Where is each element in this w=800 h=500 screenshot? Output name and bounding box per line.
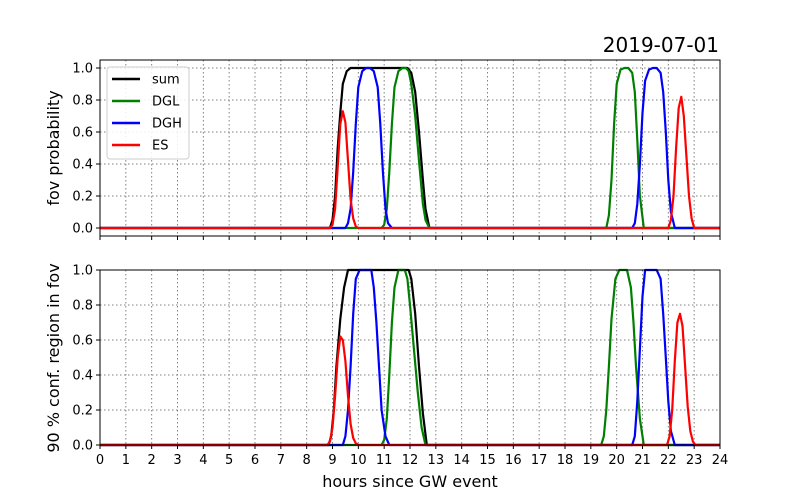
top-series-es — [100, 95, 720, 230]
bottom-x-tick-label: 2 — [148, 453, 156, 468]
bottom-x-tick-label: 5 — [225, 453, 233, 468]
bottom-x-tick-label: 22 — [660, 453, 677, 468]
bottom-x-tick-label: 1 — [122, 453, 130, 468]
top-y-ticks: 0.0 0.2 0.4 0.6 0.8 1.0 — [72, 62, 100, 237]
bottom-x-tick-label: 18 — [557, 453, 574, 468]
bottom-x-tick-label: 11 — [376, 453, 393, 468]
bottom-y-tick-label: 0.0 — [72, 439, 93, 454]
bottom-x-tick-label: 3 — [173, 453, 181, 468]
legend-label-dgl: DGL — [152, 95, 180, 110]
bottom-x-tick-label: 7 — [277, 453, 285, 468]
bottom-x-tick-label: 10 — [350, 453, 367, 468]
bottom-x-tick-label: 6 — [251, 453, 259, 468]
bottom-x-tick-label: 12 — [402, 453, 419, 468]
bottom-x-tick-label: 4 — [199, 453, 207, 468]
top-y-tick-label: 0.4 — [72, 158, 93, 173]
bottom-y-tick-label: 0.4 — [72, 369, 93, 384]
legend-label-sum: sum — [152, 73, 180, 88]
bottom-x-tick-label: 15 — [479, 453, 496, 468]
legend: sum DGL DGH ES — [106, 66, 190, 160]
bottom-x-tick-label: 8 — [303, 453, 311, 468]
top-series-lines — [100, 66, 720, 230]
confidence-region-panel: 0.00.20.40.60.81.0 0 1 2 3 4 5 6 7 8 9 10 11 12 13 14 1… — [44, 263, 728, 468]
bottom-y-ticks: 0.0 0.2 0.4 0.6 0.8 1.0 — [72, 264, 100, 454]
legend-label-es: ES — [152, 139, 168, 154]
bottom-x-tick-label: 17 — [531, 453, 548, 468]
legend-label-dgh: DGH — [152, 117, 182, 132]
bottom-x-tick-label: 0 — [96, 453, 104, 468]
bottom-x-tick-label: 23 — [686, 453, 703, 468]
bottom-x-tick-label: 19 — [583, 453, 600, 468]
bottom-x-tick-label: 16 — [505, 453, 522, 468]
x-axis-label: hours since GW event — [322, 472, 498, 491]
bottom-x-tick-label: 13 — [428, 453, 445, 468]
fov-probability-panel: 0.0 0.2 0.4 0.6 0.8 1.0 fov probability sum DG… — [44, 59, 721, 240]
bottom-y-axis-label: 90 % conf. region in fov — [44, 263, 63, 452]
top-y-tick-label: 0.8 — [72, 94, 93, 109]
bottom-x-ticks: 0 1 2 3 4 5 6 7 8 9 10 11 12 13 14 15 16 17 18 19 20 21 22 23 24 — [96, 445, 728, 468]
top-y-tick-label: 1.0 — [72, 62, 93, 77]
top-y-tick-label: 0.6 — [72, 126, 93, 141]
bottom-y-tick-label: 0.2 — [72, 404, 93, 419]
bottom-y-tick-label: 0.8 — [72, 299, 93, 314]
top-grid — [99, 60, 721, 236]
bottom-x-tick-label: 20 — [608, 453, 625, 468]
top-y-tick-label: 0.2 — [72, 190, 93, 205]
bottom-x-tick-label: 24 — [712, 453, 729, 468]
top-y-tick-label: 0.0 — [72, 222, 93, 237]
bottom-y-tick-label: 1.0 — [72, 264, 93, 279]
bottom-x-tick-label: 21 — [634, 453, 651, 468]
top-series-dgl — [100, 66, 720, 230]
bottom-x-tick-label: 14 — [453, 453, 470, 468]
date-title: 2019-07-01 — [603, 33, 719, 57]
legend-box — [106, 66, 190, 160]
top-x-ticks — [99, 236, 721, 240]
top-y-axis-label: fov probability — [44, 90, 63, 205]
bottom-x-tick-label: 9 — [328, 453, 336, 468]
bottom-y-tick-label: 0.6 — [72, 334, 93, 349]
